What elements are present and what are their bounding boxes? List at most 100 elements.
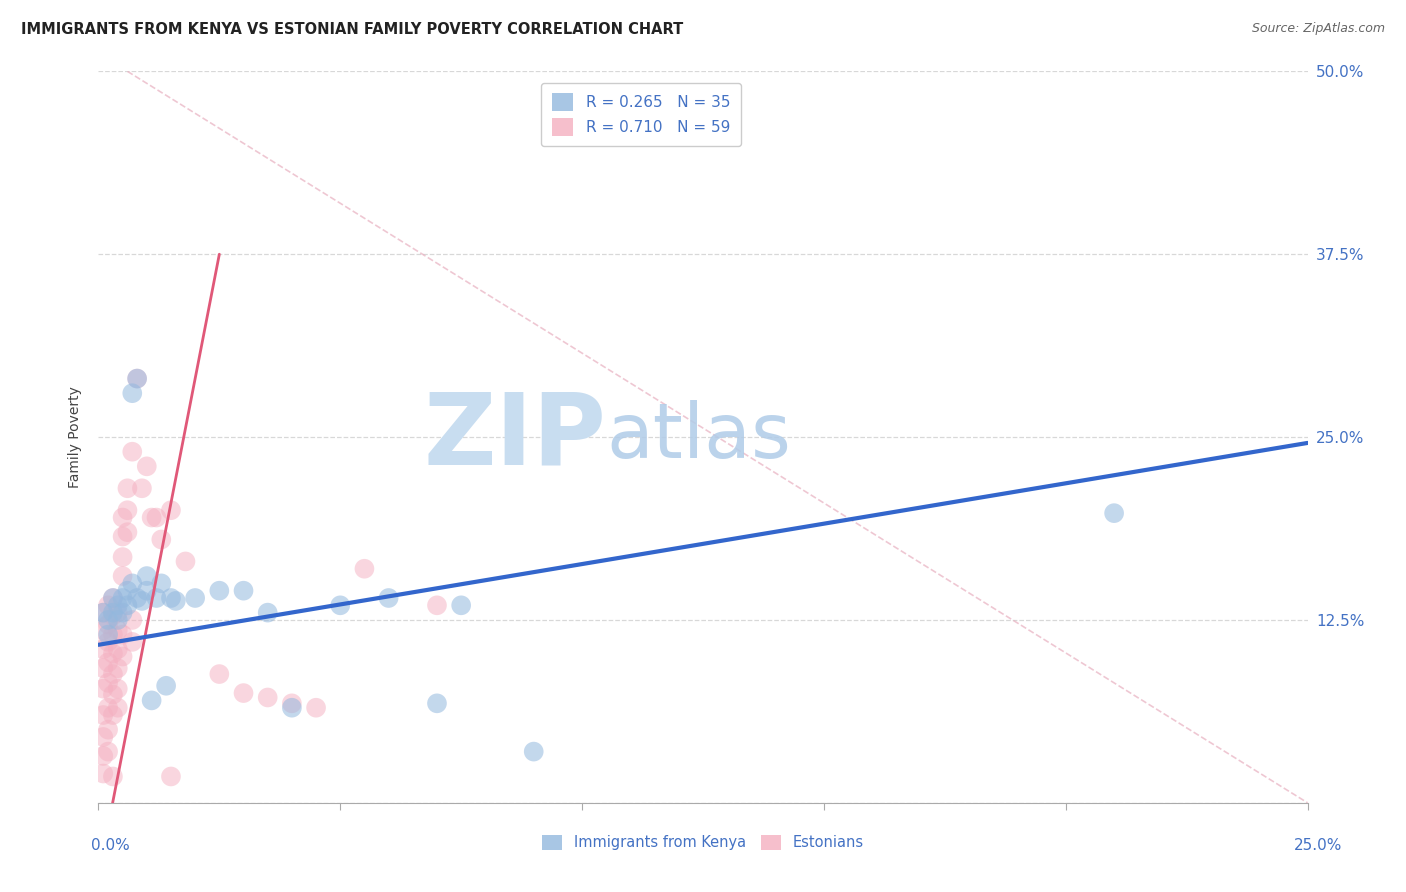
Point: [101, 769, 124, 783]
Point: [150, 533, 173, 547]
Point: [117, 525, 139, 540]
Legend: Immigrants from Kenya, Estonians: Immigrants from Kenya, Estonians: [534, 828, 872, 858]
Point: [107, 642, 129, 657]
Point: [232, 686, 254, 700]
Point: [141, 693, 163, 707]
Point: [117, 481, 139, 495]
Point: [91, 606, 114, 620]
Point: [145, 591, 167, 605]
Point: [150, 576, 173, 591]
Point: [135, 459, 157, 474]
Point: [91, 642, 114, 657]
Point: [117, 583, 139, 598]
Point: [160, 591, 183, 605]
Point: [523, 745, 546, 759]
Point: [97, 676, 120, 690]
Point: [121, 635, 143, 649]
Point: [377, 591, 399, 605]
Point: [97, 617, 120, 632]
Point: [97, 613, 120, 627]
Point: [208, 667, 231, 681]
Point: [97, 700, 120, 714]
Point: [111, 569, 134, 583]
Point: [91, 623, 114, 637]
Point: [305, 700, 328, 714]
Point: [450, 599, 472, 613]
Point: [281, 696, 304, 710]
Point: [101, 608, 124, 623]
Point: [91, 606, 114, 620]
Point: [97, 635, 120, 649]
Point: [155, 679, 177, 693]
Point: [256, 690, 278, 705]
Y-axis label: Family Poverty: Family Poverty: [69, 386, 83, 488]
Point: [107, 599, 129, 613]
Point: [97, 723, 120, 737]
Point: [101, 627, 124, 641]
Point: [101, 647, 124, 661]
Point: [111, 510, 134, 524]
Point: [174, 554, 197, 568]
Point: [101, 606, 124, 620]
Point: [101, 688, 124, 702]
Point: [117, 503, 139, 517]
Point: [256, 606, 278, 620]
Point: [97, 745, 120, 759]
Point: [91, 681, 114, 696]
Point: [91, 730, 114, 744]
Point: [127, 371, 149, 385]
Point: [97, 627, 120, 641]
Point: [107, 606, 129, 620]
Point: [107, 700, 129, 714]
Point: [127, 591, 149, 605]
Point: [281, 700, 304, 714]
Point: [121, 613, 143, 627]
Point: [121, 386, 143, 401]
Text: IMMIGRANTS FROM KENYA VS ESTONIAN FAMILY POVERTY CORRELATION CHART: IMMIGRANTS FROM KENYA VS ESTONIAN FAMILY…: [21, 22, 683, 37]
Point: [111, 591, 134, 605]
Point: [160, 503, 183, 517]
Point: [111, 606, 134, 620]
Point: [329, 599, 352, 613]
Point: [135, 569, 157, 583]
Point: [121, 576, 143, 591]
Point: [101, 708, 124, 723]
Point: [107, 681, 129, 696]
Point: [107, 623, 129, 637]
Point: [101, 591, 124, 605]
Point: [97, 656, 120, 670]
Point: [208, 583, 231, 598]
Point: [426, 599, 449, 613]
Point: [1102, 506, 1125, 520]
Point: [426, 696, 449, 710]
Point: [111, 530, 134, 544]
Point: [91, 661, 114, 675]
Point: [165, 594, 187, 608]
Point: [107, 613, 129, 627]
Point: [117, 599, 139, 613]
Point: [121, 444, 143, 458]
Point: [111, 627, 134, 641]
Point: [107, 661, 129, 675]
Text: ZIP: ZIP: [423, 389, 606, 485]
Text: atlas: atlas: [606, 401, 792, 474]
Point: [127, 371, 149, 385]
Point: [184, 591, 207, 605]
Point: [141, 510, 163, 524]
Text: 25.0%: 25.0%: [1295, 838, 1343, 854]
Point: [91, 708, 114, 723]
Point: [111, 649, 134, 664]
Point: [101, 591, 124, 605]
Point: [160, 769, 183, 783]
Point: [91, 766, 114, 780]
Point: [97, 599, 120, 613]
Point: [111, 549, 134, 564]
Point: [135, 583, 157, 598]
Point: [131, 481, 153, 495]
Text: Source: ZipAtlas.com: Source: ZipAtlas.com: [1251, 22, 1385, 36]
Point: [101, 667, 124, 681]
Point: [91, 749, 114, 764]
Point: [145, 510, 167, 524]
Point: [131, 594, 153, 608]
Point: [353, 562, 375, 576]
